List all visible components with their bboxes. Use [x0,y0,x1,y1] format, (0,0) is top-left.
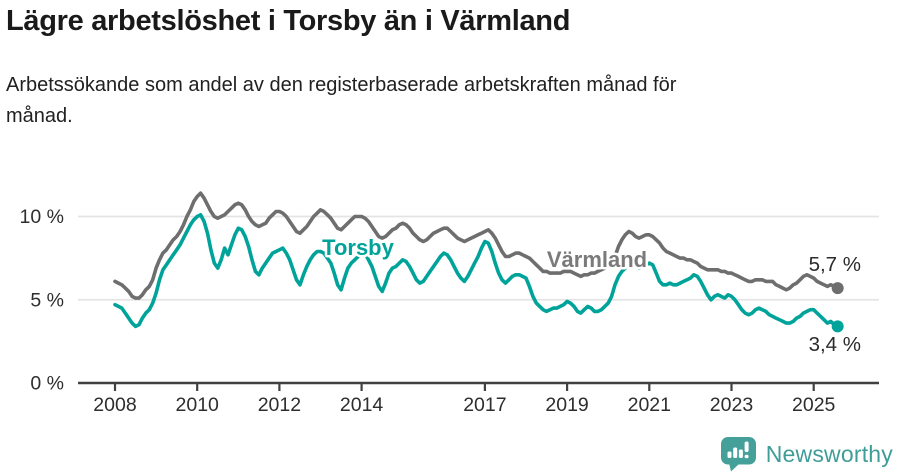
x-axis-tick-label: 2021 [628,394,671,416]
y-axis-tick-label: 5 % [30,289,64,311]
newsworthy-bubble-icon [720,437,756,472]
y-axis-tick-label: 10 % [20,206,64,228]
newsworthy-wordmark: Newsworthy [765,440,893,467]
chart-subtitle: Arbetssökande som andel av den registerb… [6,74,677,127]
varmland-end-dot [831,282,844,295]
end-value-label: 5,7 % [809,253,861,276]
x-axis-tick-label: 2025 [792,394,836,416]
x-axis-tick-label: 2014 [340,394,384,416]
x-axis-tick-label: 2019 [545,394,588,416]
x-axis-tick-label: 2023 [710,394,753,416]
y-axis-tick-label: 0 % [30,373,64,395]
x-axis-tick-label: 2010 [176,394,220,416]
torsby-end-dot [831,320,844,333]
newsworthy-logo-link[interactable]: Newsworthy [718,436,893,472]
x-axis-tick-label: 2012 [258,394,301,416]
series-label-torsby: Torsby [322,235,394,260]
varmland-line [113,191,840,300]
series-label-varmland: Värmland [547,247,647,272]
end-value-label: 3,4 % [809,333,861,356]
x-axis-tick-label: 2017 [463,394,506,416]
torsby-line [113,213,840,329]
x-axis-tick-label: 2008 [93,394,136,416]
chart-title: Lägre arbetslöshet i Torsby än i Värmlan… [6,5,571,37]
